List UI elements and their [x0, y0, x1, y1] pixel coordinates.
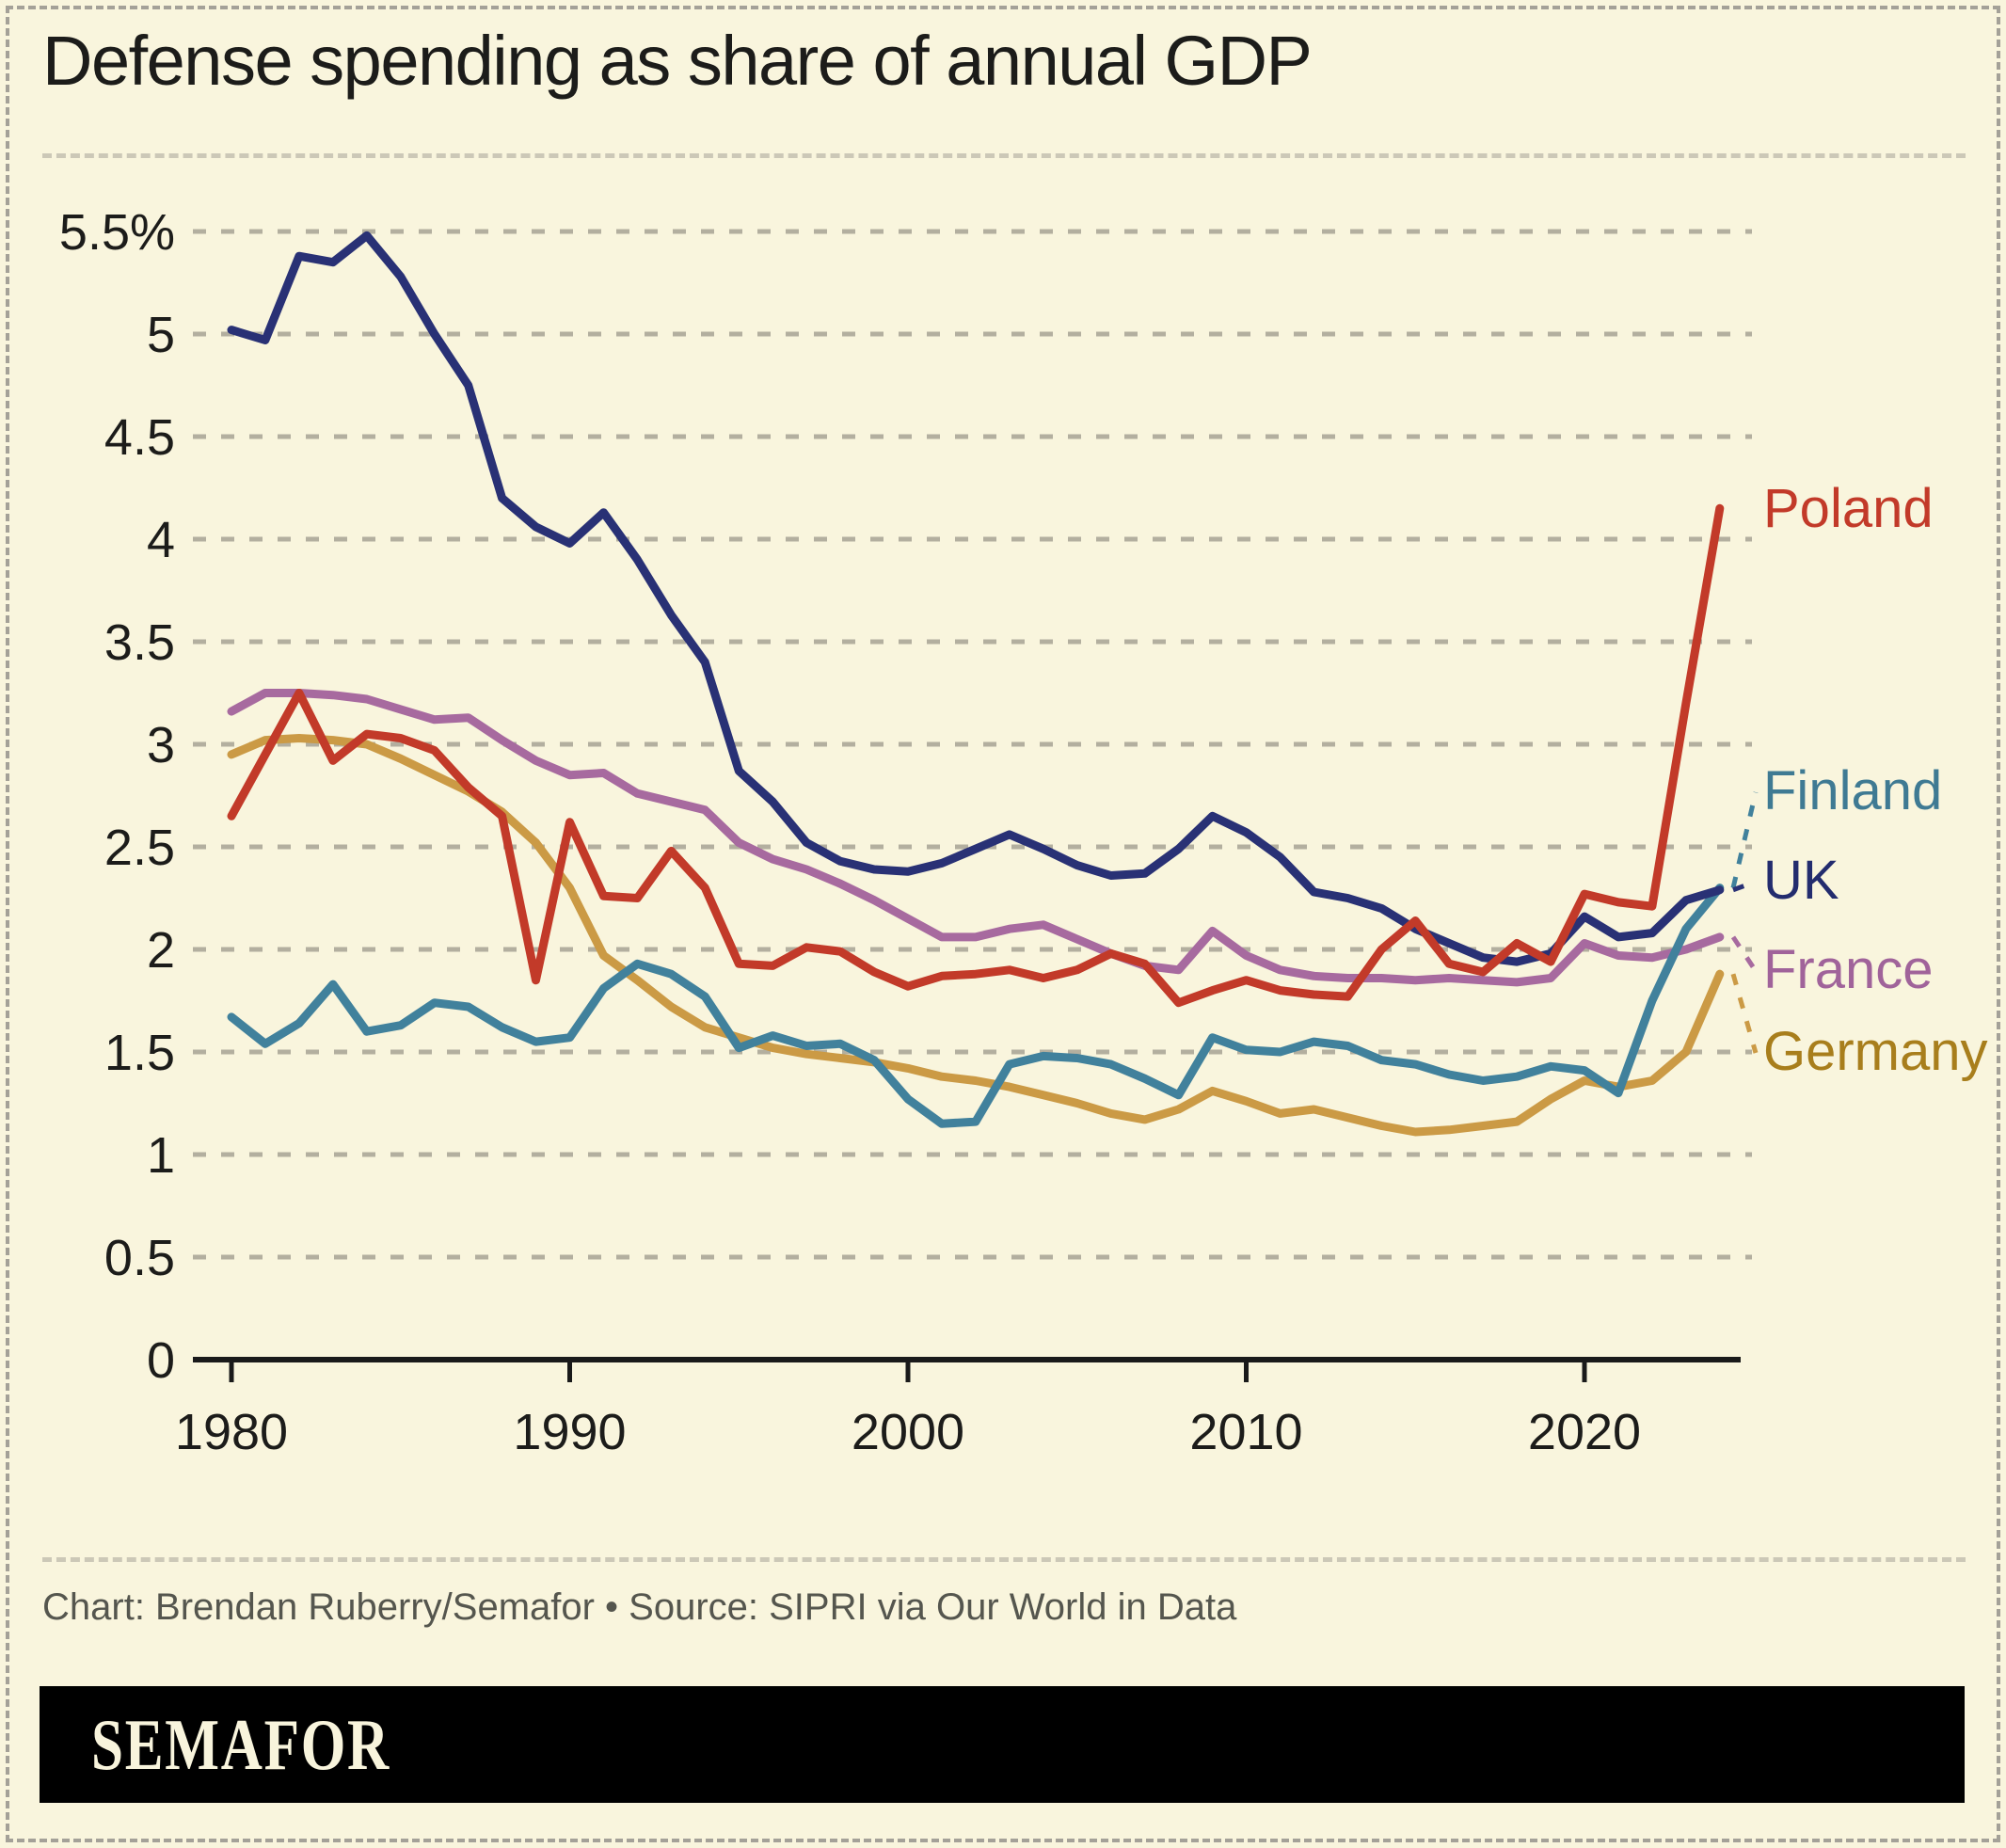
y-tick-label-2.5: 2.5: [104, 820, 175, 876]
y-tick-label-4.5: 4.5: [104, 409, 175, 466]
x-tick-label-2010: 2010: [1189, 1404, 1302, 1460]
series-line-finland: [227, 884, 1725, 1128]
x-tick-label-2000: 2000: [852, 1404, 964, 1460]
y-tick-label-1.5: 1.5: [104, 1025, 175, 1081]
y-tick-label-5.5: 5.5%: [59, 204, 175, 261]
series-line-uk: [227, 231, 1725, 966]
y-tick-label-3.5: 3.5: [104, 614, 175, 671]
y-tick-label-1: 1: [147, 1127, 175, 1184]
y-tick-label-3: 3: [147, 717, 175, 773]
series-label-finland: Finland: [1763, 760, 1942, 821]
y-tick-label-2: 2: [147, 922, 175, 979]
x-tick-label-2020: 2020: [1528, 1404, 1641, 1460]
series-label-uk: UK: [1763, 850, 1839, 911]
semafor-logo: SEMAFOR: [91, 1703, 390, 1785]
leader-line-finland: [1730, 791, 1759, 889]
y-tick-label-4: 4: [147, 512, 175, 568]
x-tick-label-1980: 1980: [175, 1404, 288, 1460]
series-label-germany: Germany: [1763, 1021, 1988, 1082]
series-line-poland: [227, 503, 1725, 1008]
series-label-france: France: [1763, 939, 1934, 1000]
x-tick-label-1990: 1990: [513, 1404, 626, 1460]
top-separator: [42, 153, 1966, 158]
page-title: Defense spending as share of annual GDP: [42, 22, 1313, 100]
semafor-logo-bar: SEMAFOR: [40, 1686, 1965, 1803]
leader-line-france: [1730, 935, 1759, 973]
y-tick-label-0: 0: [147, 1332, 175, 1389]
y-tick-label-5: 5: [147, 307, 175, 363]
bottom-separator: [42, 1557, 1966, 1562]
series-label-poland: Poland: [1763, 478, 1934, 539]
chart-credit: Chart: Brendan Ruberry/Semafor • Source:…: [42, 1586, 1237, 1628]
leader-line-uk: [1732, 879, 1757, 893]
leader-line-germany: [1730, 973, 1759, 1054]
y-tick-label-0.5: 0.5: [104, 1230, 175, 1286]
series-line-france: [227, 689, 1725, 987]
